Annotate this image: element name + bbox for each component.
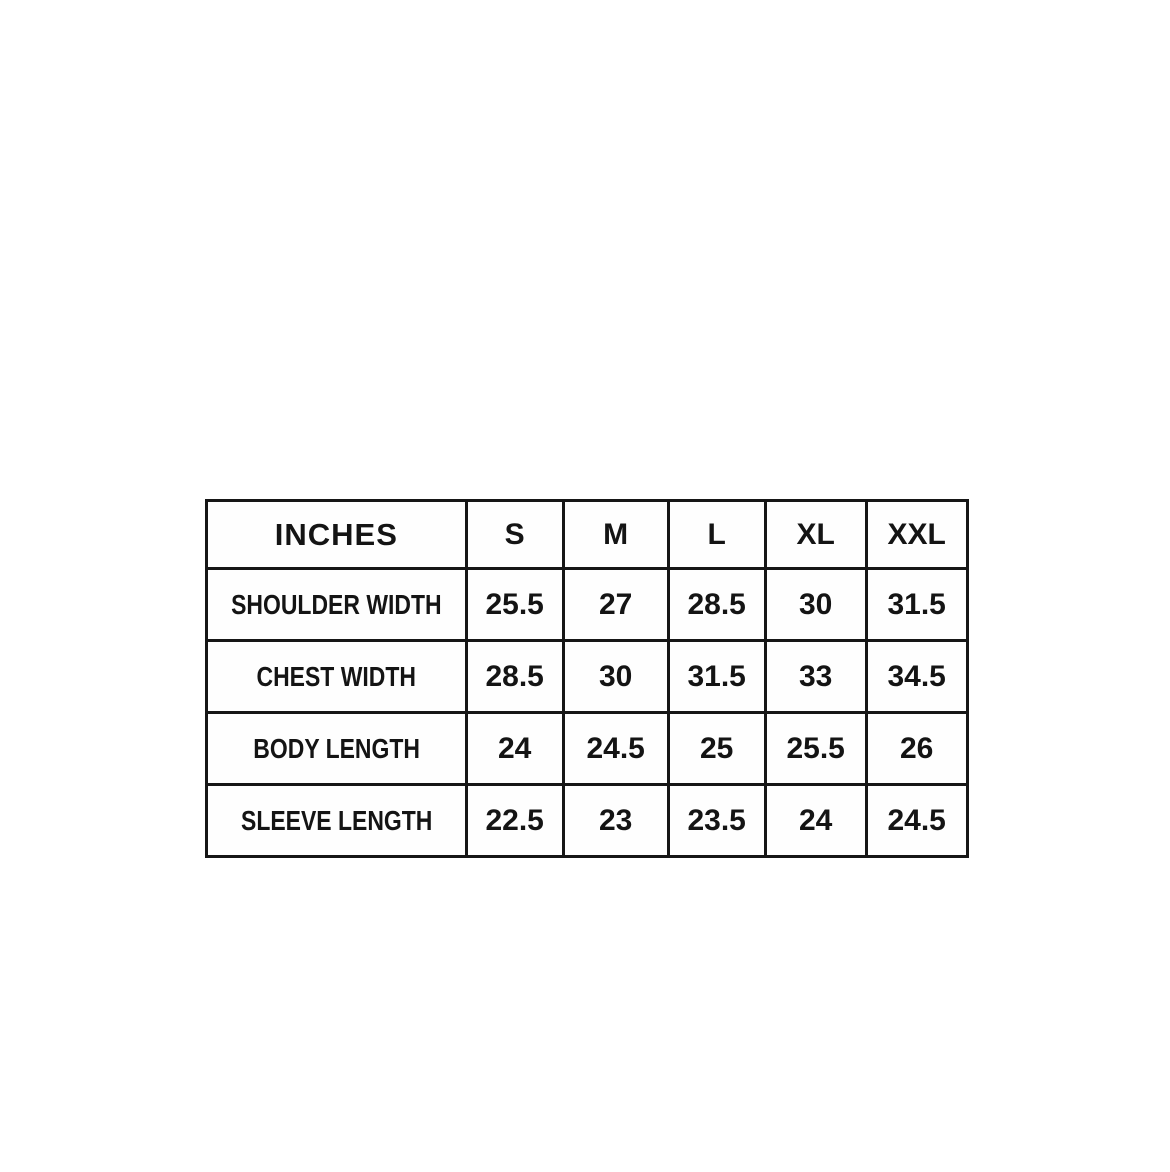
cell-sleeve-length-xxl: 24.5 (864, 783, 969, 858)
cell-body-length-l: 25 (666, 711, 767, 786)
cell-shoulder-width-m: 27 (561, 567, 670, 642)
table-row-sleeve-length: SLEEVE LENGTH 22.5 23 23.5 24 24.5 (205, 783, 969, 858)
cell-chest-width-m: 30 (561, 639, 670, 714)
cell-shoulder-width-s: 25.5 (464, 567, 565, 642)
column-header-xl: XL (763, 499, 868, 570)
row-label-body-length: BODY LENGTH (205, 711, 468, 786)
table-row-body-length: BODY LENGTH 24 24.5 25 25.5 26 (205, 711, 969, 786)
cell-sleeve-length-s: 22.5 (464, 783, 565, 858)
row-label-sleeve-length: SLEEVE LENGTH (205, 783, 468, 858)
column-header-s: S (464, 499, 565, 570)
header-row: INCHES S M L XL XXL (205, 499, 969, 570)
column-header-xxl: XXL (864, 499, 969, 570)
cell-sleeve-length-l: 23.5 (666, 783, 767, 858)
cell-chest-width-l: 31.5 (666, 639, 767, 714)
row-label-text: CHEST WIDTH (256, 660, 417, 692)
cell-body-length-xxl: 26 (864, 711, 969, 786)
cell-sleeve-length-m: 23 (561, 783, 670, 858)
row-label-text: BODY LENGTH (252, 732, 420, 764)
size-chart: INCHES S M L XL XXL SHOULDER WIDTH 25.5 … (205, 499, 969, 858)
size-chart-table: INCHES S M L XL XXL SHOULDER WIDTH 25.5 … (205, 499, 969, 858)
table-row-shoulder-width: SHOULDER WIDTH 25.5 27 28.5 30 31.5 (205, 567, 969, 642)
row-label-text: SHOULDER WIDTH (231, 588, 442, 620)
row-label-chest-width: CHEST WIDTH (205, 639, 468, 714)
table-row-chest-width: CHEST WIDTH 28.5 30 31.5 33 34.5 (205, 639, 969, 714)
column-header-inches: INCHES (205, 499, 468, 570)
column-header-m: M (561, 499, 670, 570)
cell-body-length-s: 24 (464, 711, 565, 786)
cell-sleeve-length-xl: 24 (763, 783, 868, 858)
cell-body-length-xl: 25.5 (763, 711, 868, 786)
row-label-text: SLEEVE LENGTH (240, 804, 433, 836)
cell-chest-width-xxl: 34.5 (864, 639, 969, 714)
cell-body-length-m: 24.5 (561, 711, 670, 786)
cell-chest-width-xl: 33 (763, 639, 868, 714)
row-label-shoulder-width: SHOULDER WIDTH (205, 567, 468, 642)
cell-shoulder-width-l: 28.5 (666, 567, 767, 642)
cell-chest-width-s: 28.5 (464, 639, 565, 714)
column-header-l: L (666, 499, 767, 570)
cell-shoulder-width-xl: 30 (763, 567, 868, 642)
cell-shoulder-width-xxl: 31.5 (864, 567, 969, 642)
